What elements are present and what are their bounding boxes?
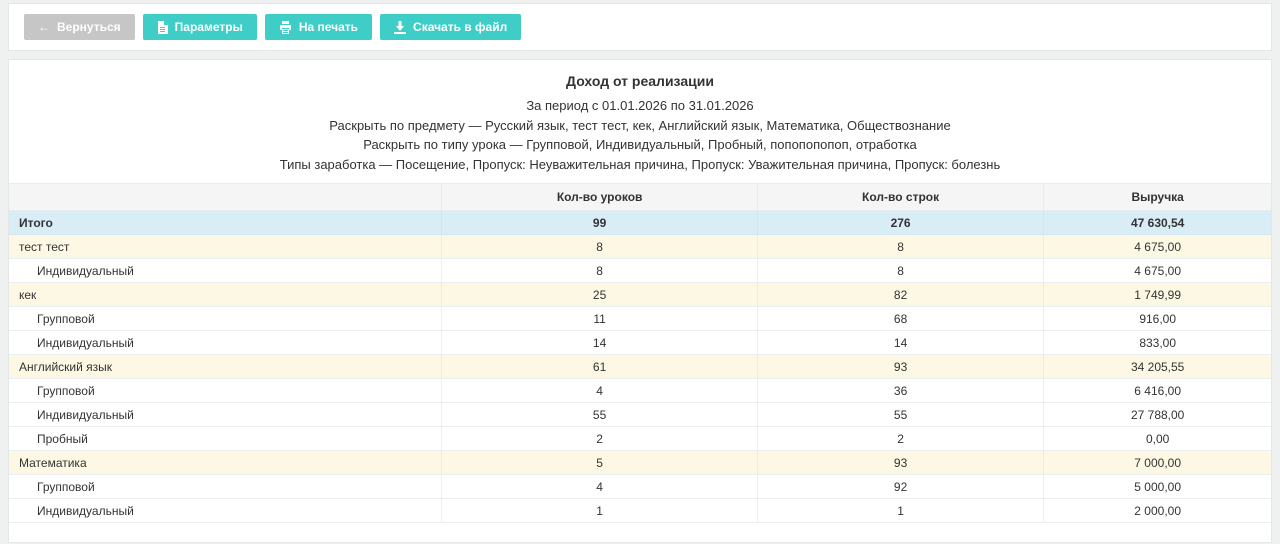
back-arrow-icon: ← (38, 20, 50, 34)
row-value: 55 (441, 402, 758, 427)
row-value: 1 (756, 498, 1045, 523)
row-value: 11 (441, 306, 758, 331)
row-label: Индивидуальный (9, 330, 443, 355)
table-header-row: Кол-во уроков Кол-во строк Выручка (9, 183, 1271, 211)
table-row: Групповой 4 92 5 000,00 (9, 474, 1271, 499)
row-label: Английский язык (9, 354, 443, 379)
row-label: Групповой (9, 474, 443, 499)
table-row: Индивидуальный 1 1 2 000,00 (9, 498, 1271, 523)
row-value: 14 (441, 330, 758, 355)
column-header-lessons: Кол-во уроков (441, 183, 758, 211)
row-value: 8 (441, 234, 758, 259)
printer-icon (279, 20, 292, 34)
table-row: Пробный 2 2 0,00 (9, 426, 1271, 451)
report-lesson-types-line: Раскрыть по типу урока — Групповой, Инди… (363, 137, 917, 152)
download-icon (394, 20, 407, 34)
table-row: Индивидуальный 14 14 833,00 (9, 330, 1271, 355)
row-value: 7 000,00 (1043, 450, 1271, 475)
row-value: 1 (441, 498, 758, 523)
report-table: Кол-во уроков Кол-во строк Выручка Итого… (9, 183, 1271, 523)
row-value: 34 205,55 (1043, 354, 1271, 379)
row-value: 833,00 (1043, 330, 1271, 355)
row-value: 82 (756, 282, 1045, 307)
download-button[interactable]: Скачать в файл (380, 14, 522, 40)
row-value: 27 788,00 (1043, 402, 1271, 427)
row-value: 4 675,00 (1043, 234, 1271, 259)
row-label: Индивидуальный (9, 402, 443, 427)
report-table-body: Итого 99 276 47 630,54 тест тест 8 8 4 675,00 Ин… (9, 210, 1271, 523)
row-value: 68 (756, 306, 1045, 331)
row-label: Индивидуальный (9, 258, 443, 283)
row-value: 5 (441, 450, 758, 475)
row-value: 99 (441, 210, 758, 235)
download-button-label: Скачать в файл (413, 20, 508, 34)
row-value: 92 (756, 474, 1045, 499)
row-value: 276 (756, 210, 1045, 235)
table-row: Английский язык 61 93 34 205,55 (9, 354, 1271, 379)
row-label: тест тест (9, 234, 443, 259)
row-value: 1 749,99 (1043, 282, 1271, 307)
table-row: Математика 5 93 7 000,00 (9, 450, 1271, 475)
row-value: 5 000,00 (1043, 474, 1271, 499)
back-button[interactable]: ← Вернуться (24, 14, 135, 40)
table-row: Индивидуальный 8 8 4 675,00 (9, 258, 1271, 283)
row-label: Математика (9, 450, 443, 475)
row-label: Пробный (9, 426, 443, 451)
row-value: 8 (441, 258, 758, 283)
column-header-empty (9, 183, 443, 211)
table-row: тест тест 8 8 4 675,00 (9, 234, 1271, 259)
row-label: кек (9, 282, 443, 307)
row-value: 2 (756, 426, 1045, 451)
report-period-line: За период с 01.01.2026 по 31.01.2026 (526, 98, 754, 113)
report-card: Доход от реализации За период с 01.01.20… (8, 59, 1272, 543)
table-row: Групповой 4 36 6 416,00 (9, 378, 1271, 403)
report-title: Доход от реализации (566, 73, 714, 89)
back-button-label: Вернуться (57, 20, 121, 34)
table-row: Групповой 11 68 916,00 (9, 306, 1271, 331)
row-value: 47 630,54 (1043, 210, 1271, 235)
row-value: 93 (756, 354, 1045, 379)
column-header-revenue: Выручка (1043, 183, 1271, 211)
row-label: Групповой (9, 378, 443, 403)
row-value: 4 675,00 (1043, 258, 1271, 283)
row-value: 55 (756, 402, 1045, 427)
report-subjects-line: Раскрыть по предмету — Русский язык, тес… (329, 117, 951, 133)
report-header: Доход от реализации За период с 01.01.20… (9, 73, 1271, 174)
table-row: Индивидуальный 55 55 27 788,00 (9, 402, 1271, 427)
row-label: Итого (9, 210, 443, 235)
row-value: 93 (756, 450, 1045, 475)
row-value: 916,00 (1043, 306, 1271, 331)
row-value: 0,00 (1043, 426, 1271, 451)
row-value: 2 (441, 426, 758, 451)
row-value: 25 (441, 282, 758, 307)
row-label: Индивидуальный (9, 498, 443, 523)
table-row: Итого 99 276 47 630,54 (9, 210, 1271, 235)
print-button-label: На печать (298, 20, 359, 34)
row-value: 8 (756, 258, 1045, 283)
row-value: 36 (756, 378, 1045, 403)
toolbar: ← Вернуться Параметры На печать Скачать … (8, 3, 1272, 51)
report-earning-types-line: Типы заработка — Посещение, Пропуск: Неу… (279, 156, 1001, 172)
row-value: 6 416,00 (1043, 378, 1271, 403)
row-value: 4 (441, 474, 758, 499)
parameters-button-label: Параметры (174, 20, 243, 34)
row-label: Групповой (9, 306, 443, 331)
row-value: 61 (441, 354, 758, 379)
row-value: 2 000,00 (1043, 498, 1271, 523)
row-value: 14 (756, 330, 1045, 355)
column-header-rows: Кол-во строк (756, 183, 1045, 211)
row-value: 4 (441, 378, 758, 403)
parameters-button[interactable]: Параметры (142, 14, 257, 40)
print-button[interactable]: На печать (264, 14, 373, 40)
document-icon (157, 20, 168, 34)
row-value: 8 (756, 234, 1045, 259)
table-row: кек 25 82 1 749,99 (9, 282, 1271, 307)
